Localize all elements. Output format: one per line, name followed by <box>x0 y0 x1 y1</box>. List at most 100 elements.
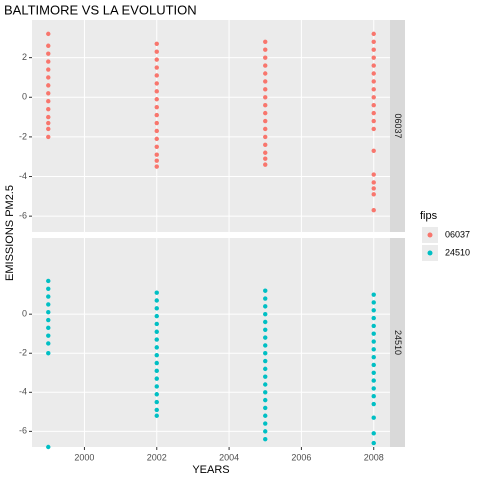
point <box>154 49 159 54</box>
y-tick-label: -6 <box>19 211 27 221</box>
point <box>154 313 159 319</box>
point <box>46 286 51 291</box>
point <box>46 341 51 346</box>
point <box>371 300 376 305</box>
point <box>263 134 268 140</box>
point <box>263 71 268 76</box>
point <box>154 57 159 62</box>
y-tick-label: -2 <box>19 348 27 358</box>
point <box>371 180 376 185</box>
point <box>154 136 159 142</box>
point <box>263 374 268 379</box>
point <box>263 319 268 325</box>
point <box>263 413 268 418</box>
point <box>263 150 268 155</box>
point <box>154 337 159 342</box>
legend-label: 24510 <box>445 247 470 257</box>
point <box>371 79 376 84</box>
point <box>263 351 268 356</box>
point <box>46 67 51 72</box>
point <box>371 378 376 383</box>
point <box>46 317 51 323</box>
point <box>371 308 376 313</box>
x-tick-label: 2006 <box>291 452 311 462</box>
point <box>371 431 376 436</box>
point <box>263 311 268 317</box>
point <box>154 152 159 157</box>
point <box>154 104 159 110</box>
point <box>371 71 376 76</box>
point <box>263 95 268 100</box>
y-tick-label: -6 <box>19 426 27 436</box>
point <box>371 102 376 108</box>
point <box>154 298 159 303</box>
point <box>46 278 51 284</box>
point <box>46 99 51 104</box>
point <box>46 51 51 56</box>
x-tick-label: 2002 <box>147 452 167 462</box>
point <box>154 321 159 327</box>
point <box>371 110 376 116</box>
point <box>154 128 159 134</box>
y-tick-label: -2 <box>19 131 27 141</box>
point <box>371 394 376 399</box>
point <box>263 110 268 116</box>
point <box>46 134 51 140</box>
point <box>46 294 51 299</box>
facet-strip <box>390 238 405 447</box>
point <box>371 401 376 407</box>
point <box>263 296 268 301</box>
point <box>154 164 159 169</box>
point <box>263 39 268 44</box>
point <box>371 323 376 329</box>
point <box>154 407 159 413</box>
point <box>46 31 51 37</box>
point <box>46 126 51 132</box>
point <box>263 288 268 293</box>
point <box>263 366 268 372</box>
point <box>154 65 159 70</box>
point <box>371 208 376 213</box>
point <box>46 120 51 126</box>
point <box>263 162 268 167</box>
y-tick-label: 0 <box>22 309 27 319</box>
point <box>371 63 376 68</box>
point <box>371 186 376 191</box>
point <box>263 343 268 348</box>
point <box>46 83 51 88</box>
point <box>154 360 159 366</box>
point <box>263 126 268 132</box>
y-axis-label: EMISSIONS PM2.5 <box>4 185 16 281</box>
point <box>371 354 376 360</box>
x-axis-label: YEARS <box>192 464 229 476</box>
point <box>263 327 268 333</box>
point <box>263 390 268 395</box>
point <box>371 87 376 92</box>
point <box>371 31 376 37</box>
legend-title: fips <box>420 210 438 222</box>
facet-strip <box>390 20 405 232</box>
y-tick-label: 2 <box>22 52 27 62</box>
x-tick-label: 2004 <box>219 452 239 462</box>
point <box>371 315 376 321</box>
point <box>154 290 159 295</box>
point <box>263 63 268 68</box>
point <box>371 148 376 153</box>
facet-label: 24510 <box>393 330 403 355</box>
point <box>263 156 268 161</box>
point <box>154 81 159 86</box>
point <box>46 302 51 307</box>
point <box>371 386 376 391</box>
point <box>154 73 159 78</box>
point <box>154 144 159 150</box>
point <box>371 292 376 297</box>
legend-marker <box>427 250 433 256</box>
point <box>46 444 51 450</box>
point <box>154 399 159 405</box>
point <box>46 310 51 315</box>
point <box>154 329 159 334</box>
point <box>154 352 159 358</box>
y-tick-label: -4 <box>19 171 27 181</box>
point <box>263 382 268 387</box>
